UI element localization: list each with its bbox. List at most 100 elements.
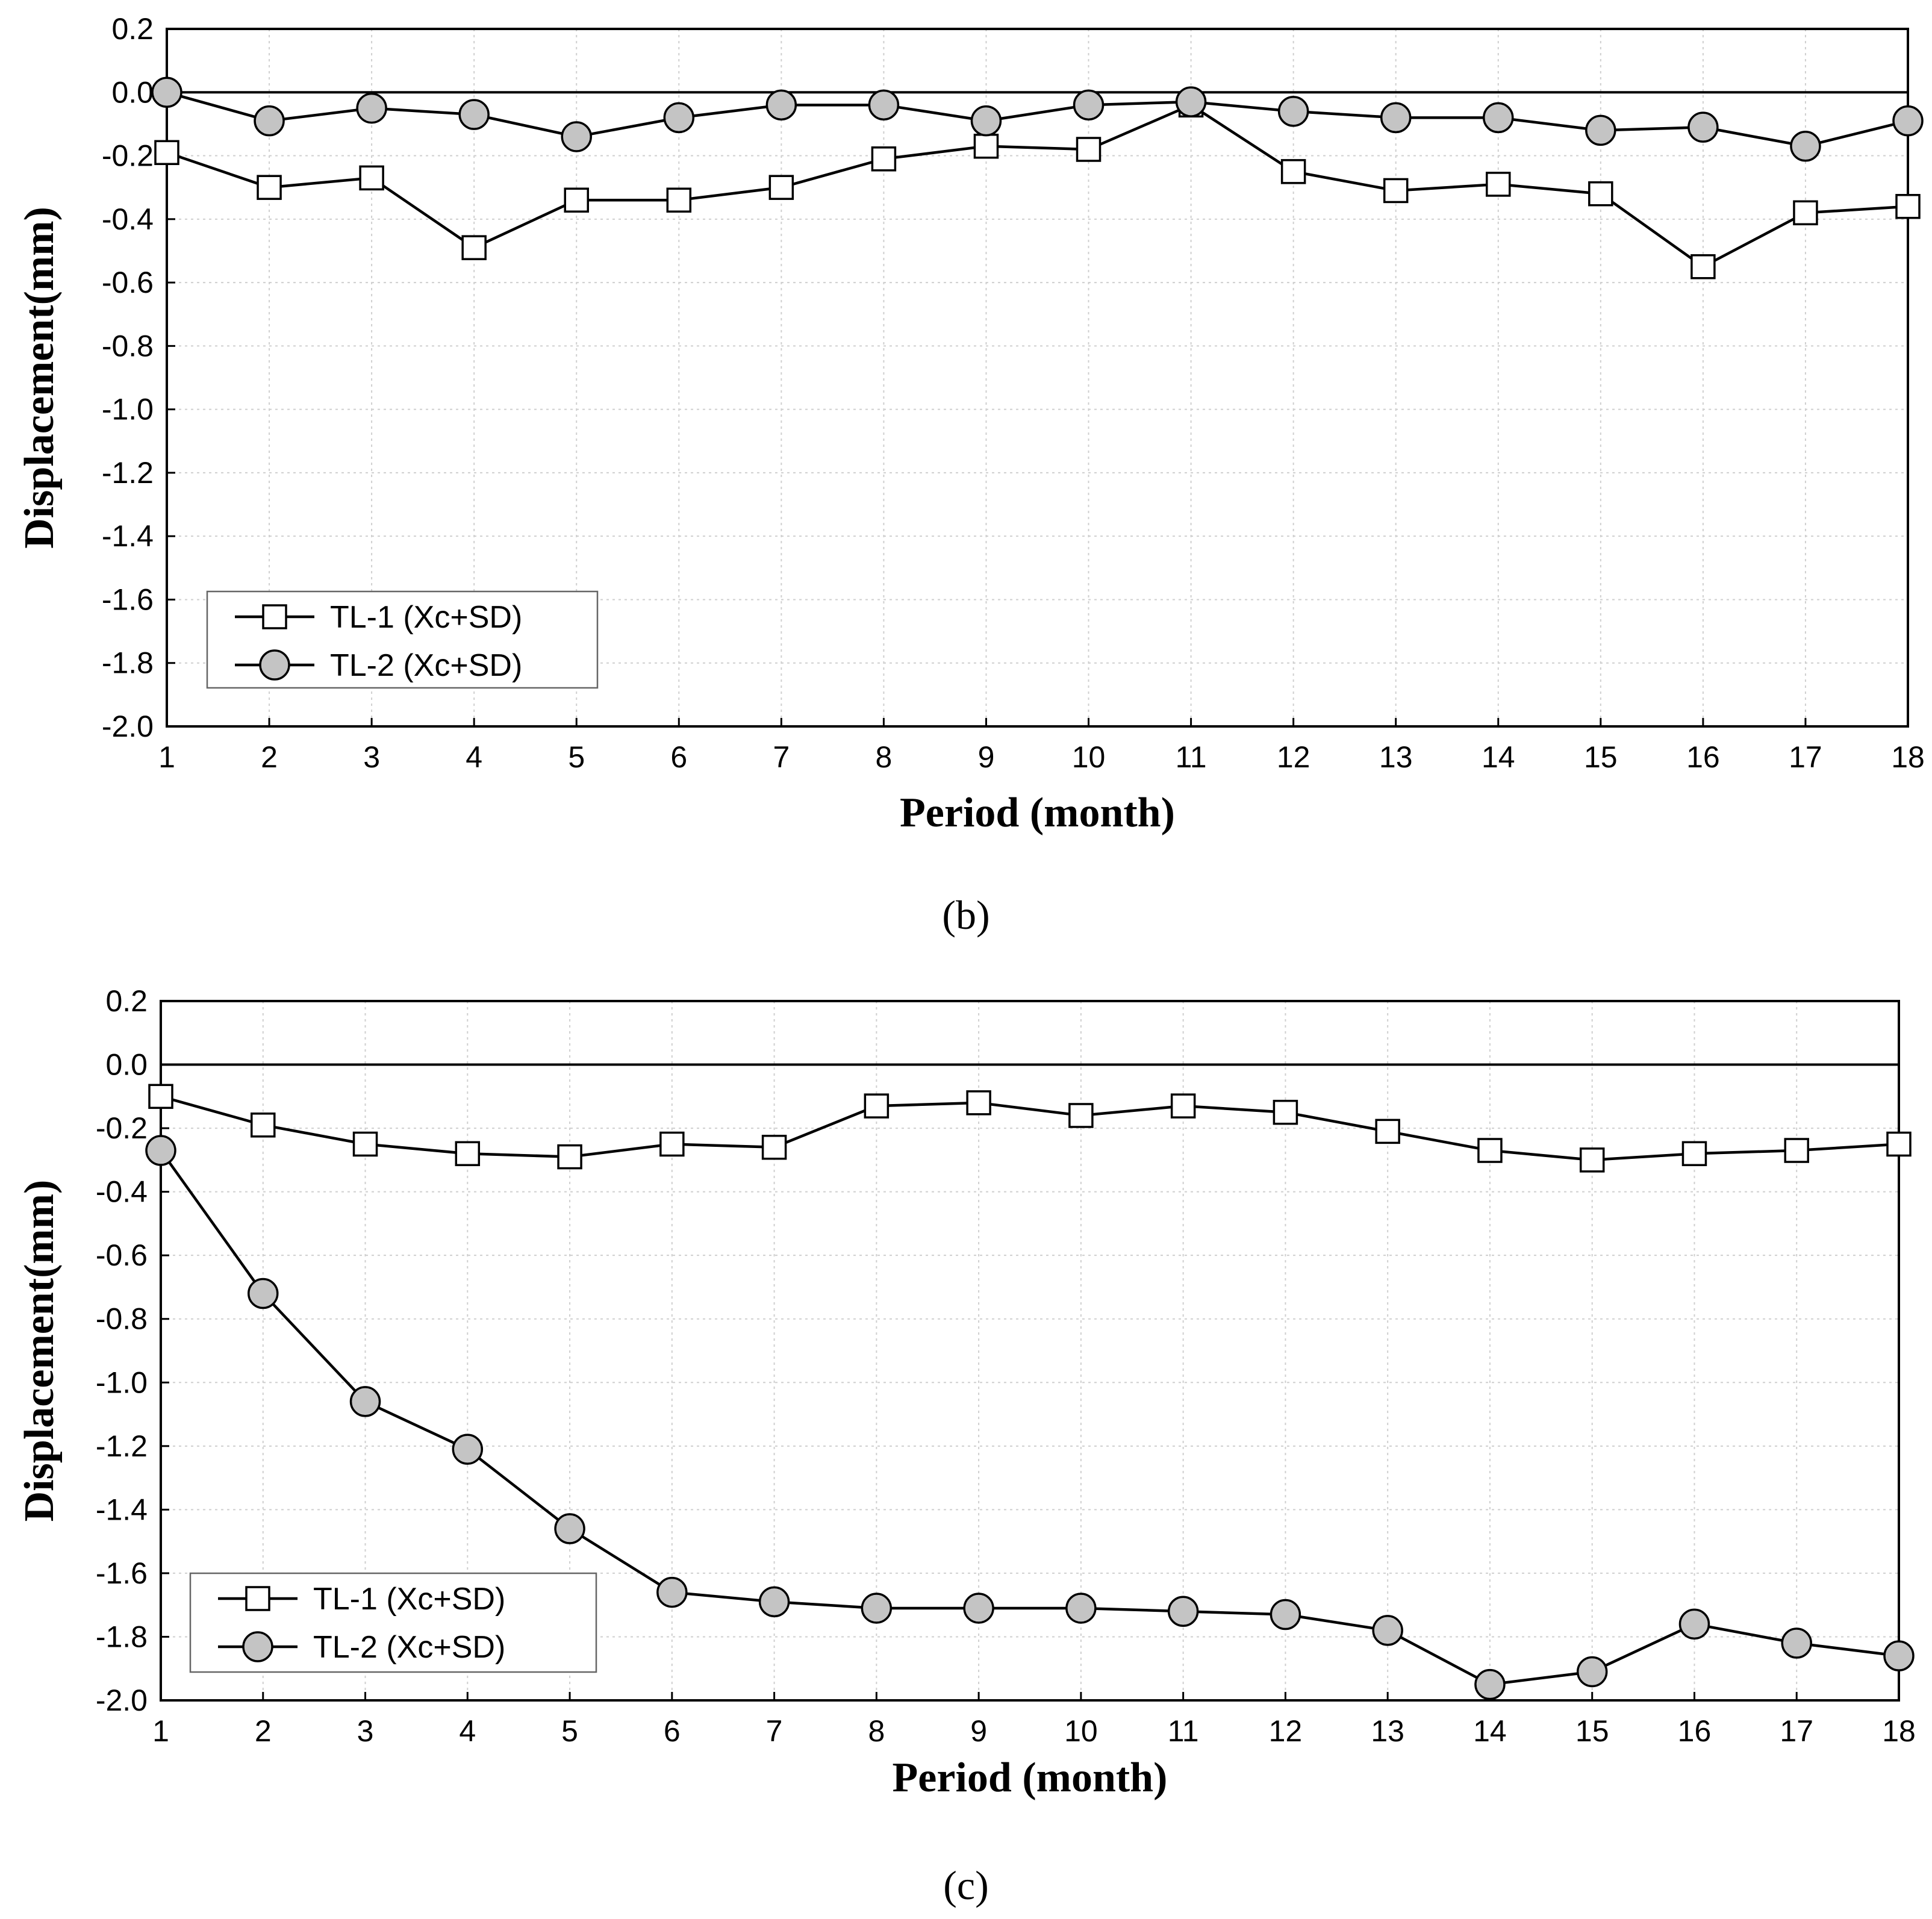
data-point-tl2 <box>868 89 900 121</box>
data-point-tl2 <box>1585 114 1616 146</box>
y-axis-title: Displacement(mm) <box>16 1180 63 1522</box>
data-point-tl2 <box>1678 1608 1710 1640</box>
x-tick-label: 16 <box>1678 1714 1712 1748</box>
y-tick-label: -0.6 <box>102 266 154 299</box>
y-tick-label: -0.2 <box>96 1111 148 1145</box>
plot-frame <box>160 1000 1900 1702</box>
y-tick-label: -0.6 <box>96 1238 148 1272</box>
data-point-tl2 <box>554 1513 585 1544</box>
data-point-tl2 <box>561 121 592 152</box>
y-tick-label: 0.0 <box>111 75 154 109</box>
x-tick-label: 15 <box>1584 740 1618 774</box>
x-tick-label: 14 <box>1473 1714 1507 1748</box>
data-point-tl1 <box>1170 1093 1196 1119</box>
x-tick-label: 10 <box>1072 740 1106 774</box>
x-tick-label: 3 <box>363 740 380 774</box>
data-point-tl2 <box>1065 1593 1097 1624</box>
data-point-tl1 <box>455 1141 481 1167</box>
x-tick-label: 2 <box>261 740 278 774</box>
x-tick-label: 1 <box>158 740 175 774</box>
y-tick-label: -1.0 <box>96 1365 148 1399</box>
y-tick-label: 0.2 <box>111 12 154 46</box>
data-point-tl2 <box>970 105 1002 137</box>
y-axis-title: Displacement(mm) <box>16 207 63 549</box>
data-point-tl1 <box>251 1112 276 1138</box>
data-point-tl2 <box>1483 102 1514 134</box>
legend-label-2: TL-2 (Xc+SD) <box>313 1630 505 1665</box>
x-tick-label: 13 <box>1371 1714 1404 1748</box>
x-tick-label: 8 <box>876 740 893 774</box>
y-tick-label: -1.6 <box>102 582 154 616</box>
y-tick-label: -1.4 <box>102 519 154 553</box>
data-point-tl1 <box>1383 178 1409 204</box>
legend-marker-square <box>262 604 287 629</box>
data-point-tl1 <box>461 235 487 260</box>
chart-panel-c: 0.2 0.0 -0.2 -0.4 -0.6 -0.8 -1.0 -1.2 -1.4 -1.6 -1… <box>16 984 1916 1908</box>
data-point-tl1 <box>768 175 794 200</box>
data-point-tl1 <box>557 1144 582 1170</box>
data-point-tl1 <box>864 1093 890 1119</box>
data-point-tl2 <box>254 105 285 137</box>
data-point-tl1 <box>1273 1099 1298 1125</box>
data-point-tl1 <box>1895 194 1921 219</box>
x-tick-label: 6 <box>664 1714 681 1748</box>
data-point-tl2 <box>349 1386 381 1417</box>
y-tick-label: -1.8 <box>102 646 154 680</box>
series-line-2 <box>160 1149 1899 1686</box>
panel-label: (b) <box>942 892 989 938</box>
data-point-tl1 <box>1690 254 1716 279</box>
x-tick-label: 11 <box>1168 1714 1199 1748</box>
x-axis-title: Period (month) <box>893 1755 1168 1801</box>
data-point-tl1 <box>966 1090 991 1116</box>
x-tick-label: 12 <box>1269 1714 1303 1748</box>
data-point-tl2 <box>1892 105 1924 137</box>
data-point-tl2 <box>765 89 797 121</box>
x-tick-label: 15 <box>1575 1714 1609 1748</box>
data-point-tl1 <box>1076 137 1102 162</box>
x-tick-label: 17 <box>1789 740 1822 774</box>
data-point-tl2 <box>1576 1656 1608 1688</box>
data-point-tl2 <box>356 92 387 124</box>
x-tick-label: 4 <box>459 1714 476 1748</box>
x-tick-label: 9 <box>970 1714 987 1748</box>
x-tick-label: 7 <box>773 740 790 774</box>
x-tick-label: 2 <box>255 1714 272 1748</box>
data-point-tl2 <box>248 1278 279 1309</box>
data-point-tl2 <box>1270 1599 1301 1630</box>
data-point-tl2 <box>656 1576 688 1608</box>
x-tick-label: 18 <box>1891 740 1925 774</box>
data-point-tl2 <box>458 99 490 130</box>
x-tick-label: 14 <box>1482 740 1515 774</box>
data-point-tl2 <box>1687 111 1719 143</box>
x-tick-label: 6 <box>670 740 687 774</box>
data-point-tl1 <box>1681 1141 1707 1167</box>
data-point-tl1 <box>257 175 282 200</box>
data-point-tl1 <box>1477 1138 1503 1163</box>
x-tick-label: 8 <box>868 1714 885 1748</box>
data-point-tl1 <box>761 1135 787 1160</box>
data-point-tl1 <box>1784 1138 1809 1163</box>
data-point-tl2 <box>1474 1668 1506 1700</box>
x-tick-label: 5 <box>561 1714 578 1748</box>
data-point-tl2 <box>452 1434 484 1465</box>
y-tick-label: -2.0 <box>96 1683 148 1717</box>
y-tick-label: -2.0 <box>102 710 154 743</box>
legend-marker-square <box>245 1586 270 1611</box>
data-point-tl1 <box>564 187 589 213</box>
data-point-tl2 <box>1175 86 1207 117</box>
x-axis-title: Period (month) <box>900 790 1175 836</box>
legend-label-2: TL-2 (Xc+SD) <box>330 648 522 683</box>
x-tick-label: 1 <box>152 1714 169 1748</box>
y-tick-label: -1.8 <box>96 1620 148 1653</box>
legend-label-1: TL-1 (Xc+SD) <box>330 600 522 635</box>
x-tick-label: 11 <box>1176 740 1207 774</box>
plot-frame <box>166 28 1909 728</box>
series-line-2 <box>166 91 1909 148</box>
data-point-tl1 <box>1280 159 1306 184</box>
data-point-tl1 <box>871 146 897 172</box>
data-point-tl2 <box>963 1593 994 1624</box>
legend: TL-1 (Xc+SD) TL-2 (Xc+SD) <box>189 1572 597 1673</box>
legend-marker-circle <box>259 649 290 681</box>
y-tick-label: -1.2 <box>96 1429 148 1463</box>
y-tick-label: -0.4 <box>102 202 154 236</box>
